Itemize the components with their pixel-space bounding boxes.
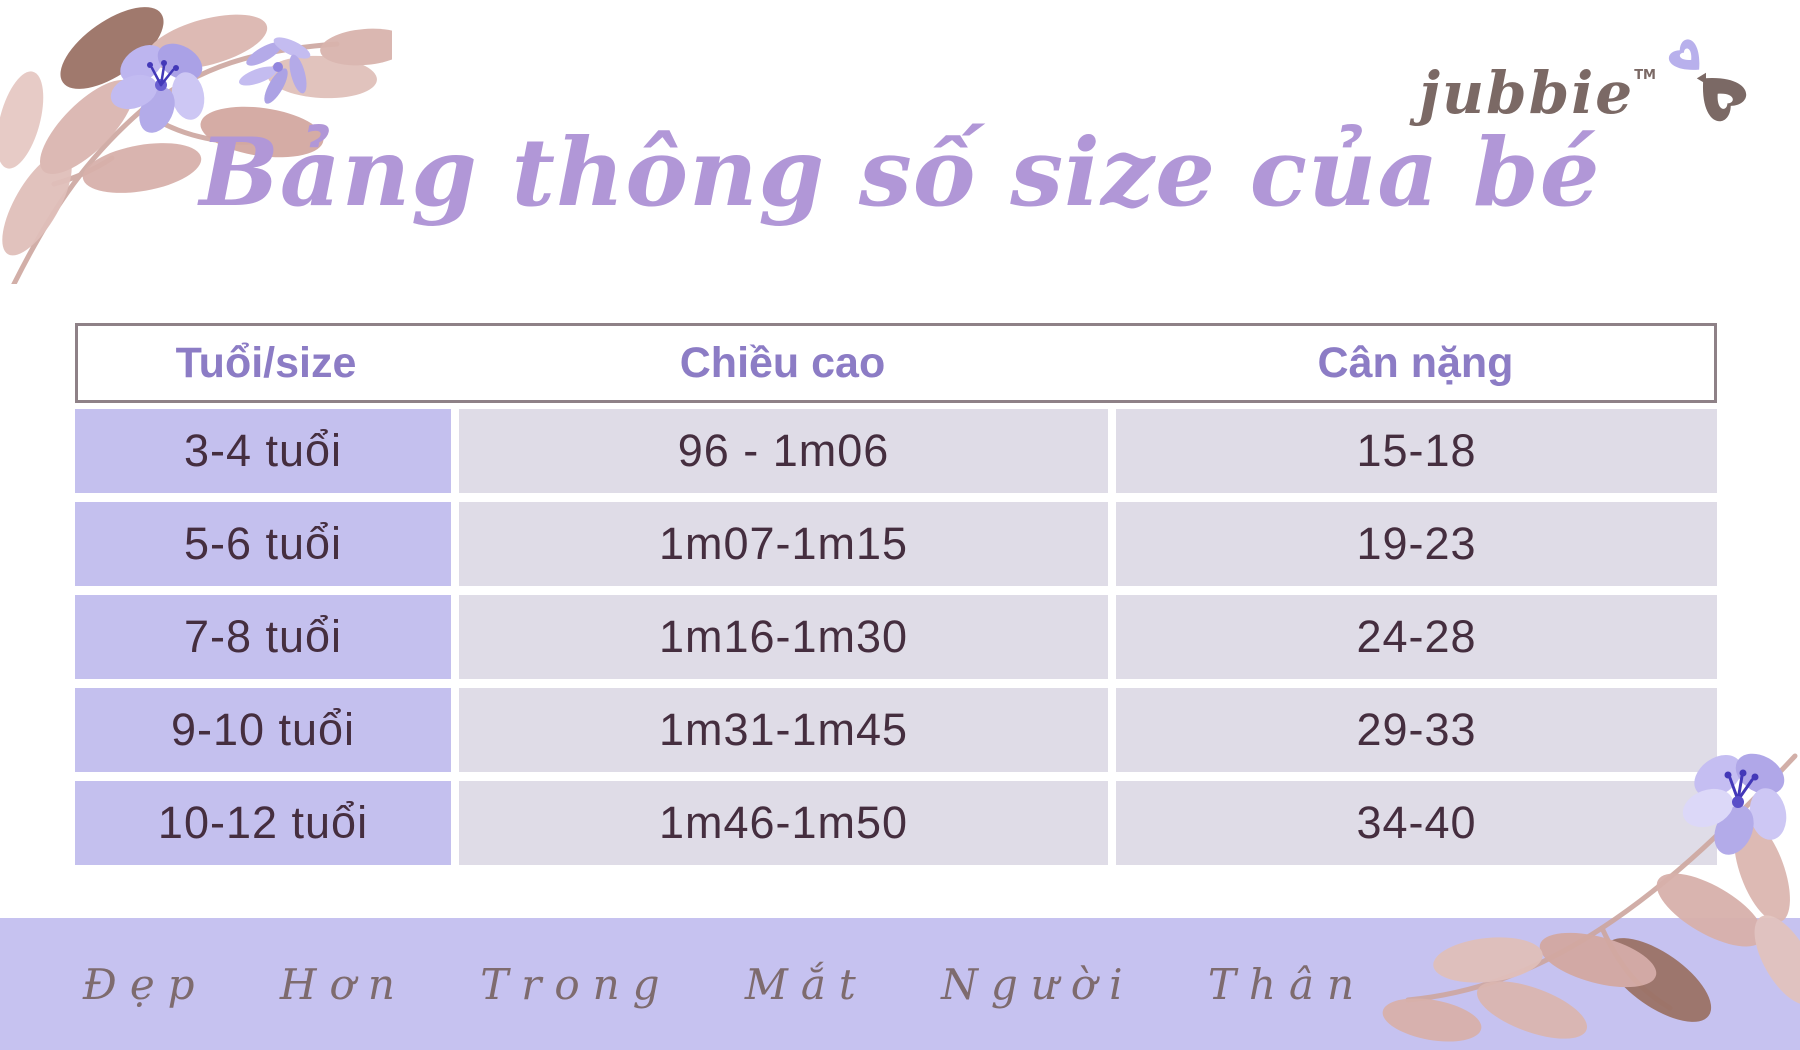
height-cell: 96 - 1m06: [459, 409, 1108, 493]
weight-cell: 15-18: [1116, 409, 1717, 493]
weight-cell: 29-33: [1116, 688, 1717, 772]
header-age-size: Tuổi/size: [175, 338, 357, 387]
age-cell: 9-10 tuổi: [75, 688, 451, 772]
butterfly-hearts-icon: [1668, 39, 1747, 122]
header-height: Chiều cao: [679, 338, 886, 387]
trademark-symbol: TM: [1634, 68, 1656, 83]
small-flower-icon: [239, 37, 311, 104]
page-title: Bảng thông số size của bé: [199, 118, 1601, 228]
height-cell: 1m46-1m50: [459, 781, 1108, 865]
flower-icon: [110, 43, 205, 133]
floral-decoration-top-left: [0, 7, 392, 284]
height-cell: 1m31-1m45: [459, 688, 1108, 772]
header-weight: Cân nặng: [1317, 338, 1514, 387]
brand-logo-text: jubbieTM: [1418, 59, 1656, 127]
brand-logo: jubbieTM: [1419, 36, 1752, 128]
weight-cell: 19-23: [1116, 502, 1717, 586]
age-cell: 5-6 tuổi: [75, 502, 451, 586]
weight-cell: 24-28: [1116, 595, 1717, 679]
flower-icon: [1682, 753, 1787, 855]
floral-decoration-bottom-right: [1382, 753, 1800, 1042]
age-cell: 10-12 tuổi: [75, 781, 451, 865]
weight-cell: 34-40: [1116, 781, 1717, 865]
height-cell: 1m16-1m30: [459, 595, 1108, 679]
size-table-header-row: Tuổi/size Chiều cao Cân nặng: [75, 323, 1717, 403]
age-cell: 3-4 tuổi: [75, 409, 451, 493]
brand-tagline: Đẹp Hơn Trong Mắt Người Thân: [82, 959, 1368, 1009]
size-table: Tuổi/size Chiều cao Cân nặng 3-4 tuổi 96…: [75, 323, 1717, 865]
size-table-body: 3-4 tuổi 96 - 1m06 15-18 5-6 tuổi 1m07-1…: [75, 409, 1717, 865]
height-cell: 1m07-1m15: [459, 502, 1108, 586]
age-cell: 7-8 tuổi: [75, 595, 451, 679]
